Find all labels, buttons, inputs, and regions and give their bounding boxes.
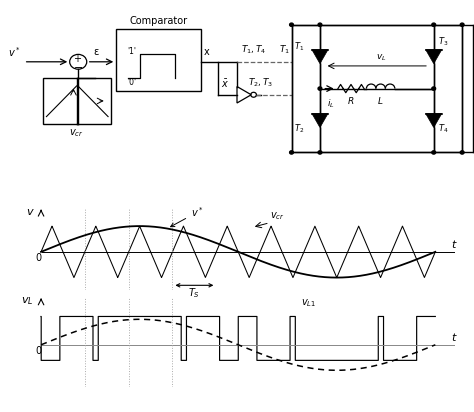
- Circle shape: [290, 151, 293, 154]
- Text: x: x: [204, 47, 210, 57]
- Text: $i_L$: $i_L$: [327, 98, 334, 110]
- Bar: [116, 29, 201, 91]
- Text: $v^*$: $v^*$: [171, 205, 204, 227]
- Text: R: R: [348, 97, 354, 106]
- Circle shape: [432, 23, 436, 26]
- Text: $v_L$: $v_L$: [21, 295, 33, 307]
- Text: L: L: [378, 97, 383, 106]
- Circle shape: [318, 87, 322, 90]
- Text: $v_{cr}$: $v_{cr}$: [270, 211, 284, 222]
- Text: ε: ε: [94, 47, 99, 57]
- Text: $v_{cr}$: $v_{cr}$: [70, 127, 84, 139]
- Text: $v_L$: $v_L$: [376, 53, 387, 63]
- Text: t: t: [451, 332, 456, 342]
- Text: 0: 0: [35, 346, 41, 356]
- Text: v: v: [27, 207, 33, 217]
- Bar: [43, 78, 111, 124]
- Text: $T_1,T_4$: $T_1,T_4$: [241, 43, 266, 56]
- Text: $v^*$: $v^*$: [8, 45, 20, 59]
- Text: $T_1$: $T_1$: [279, 43, 290, 56]
- Polygon shape: [426, 49, 442, 64]
- Circle shape: [318, 23, 322, 26]
- Text: t: t: [451, 240, 456, 250]
- Text: 0: 0: [35, 253, 41, 263]
- Circle shape: [290, 23, 293, 26]
- Text: $T_1$: $T_1$: [294, 40, 304, 53]
- Text: $T_2,T_3$: $T_2,T_3$: [248, 76, 273, 89]
- Circle shape: [460, 23, 464, 26]
- Text: $\bar{x}$: $\bar{x}$: [221, 78, 229, 90]
- Text: '1': '1': [127, 47, 136, 56]
- Polygon shape: [312, 49, 328, 64]
- Text: $T_2$: $T_2$: [294, 122, 304, 135]
- Circle shape: [318, 151, 322, 154]
- Bar: [292, 25, 462, 152]
- Text: '0': '0': [127, 78, 136, 87]
- Circle shape: [432, 151, 436, 154]
- Text: +: +: [73, 54, 81, 64]
- Text: Comparator: Comparator: [130, 16, 188, 26]
- Circle shape: [432, 87, 436, 90]
- Text: $v_{L1}$: $v_{L1}$: [301, 297, 317, 309]
- Text: −: −: [73, 63, 83, 73]
- Polygon shape: [426, 113, 442, 128]
- Circle shape: [460, 151, 464, 154]
- Polygon shape: [312, 113, 328, 128]
- Text: $T_S$: $T_S$: [188, 287, 201, 300]
- Text: $T_4$: $T_4$: [438, 122, 449, 135]
- Text: $T_3$: $T_3$: [438, 36, 449, 49]
